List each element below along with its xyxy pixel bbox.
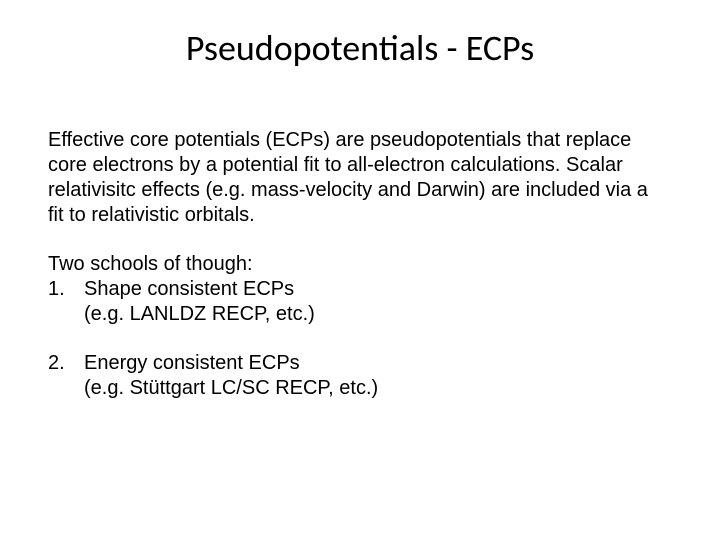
slide-title: Pseudopotentials - ECPs [0, 26, 720, 70]
slide: Pseudopotentials - ECPs Effective core p… [0, 0, 720, 540]
intro-paragraph: Effective core potentials (ECPs) are pse… [48, 128, 660, 228]
list-number: 1. [48, 277, 65, 302]
list-item: 2. Energy consistent ECPs (e.g. Stüttgar… [48, 351, 660, 401]
ecp-list: 1. Shape consistent ECPs (e.g. LANLDZ RE… [48, 277, 660, 401]
list-number: 2. [48, 351, 65, 376]
subheading: Two schools of though: [48, 252, 660, 277]
list-item: 1. Shape consistent ECPs (e.g. LANLDZ RE… [48, 277, 660, 327]
list-label: Shape consistent ECPs [84, 278, 294, 300]
list-gap [48, 327, 660, 351]
list-example: (e.g. Stüttgart LC/SC RECP, etc.) [84, 377, 378, 399]
list-example: (e.g. LANLDZ RECP, etc.) [84, 303, 315, 325]
list-label: Energy consistent ECPs [84, 352, 300, 374]
slide-body: Effective core potentials (ECPs) are pse… [48, 128, 660, 401]
